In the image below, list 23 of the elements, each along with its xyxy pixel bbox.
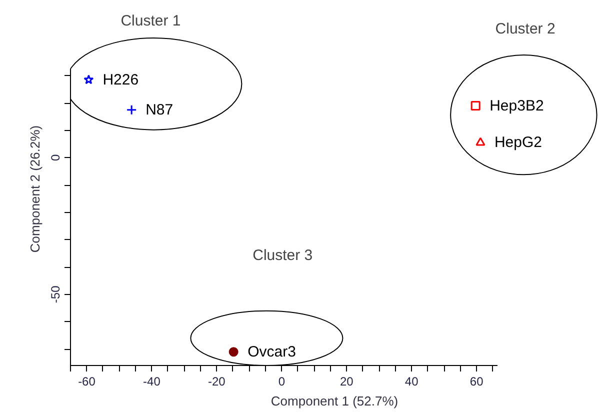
series-label: N87 xyxy=(146,101,174,118)
x-tick-label: 40 xyxy=(404,374,419,388)
text: Cluster 2 xyxy=(495,20,556,38)
point xyxy=(470,101,480,111)
text: Cluster 1 xyxy=(120,12,181,30)
point xyxy=(228,347,238,357)
series-label: H226 xyxy=(102,71,139,88)
series-label: Hep3B2 xyxy=(490,97,544,114)
series-label: HepG2 xyxy=(494,134,542,152)
x-tick-label: 20 xyxy=(340,374,354,388)
annotation: Cluster 3 xyxy=(252,247,313,264)
x-tick-label: -40 xyxy=(143,374,161,388)
x-axis-title: Component 1 (52.7%) xyxy=(270,394,398,408)
series-label: Ovcar3 xyxy=(248,343,296,360)
x-tick-label: 60 xyxy=(470,374,484,388)
y-tick-label: -50 xyxy=(48,285,62,304)
point xyxy=(126,104,137,116)
y-axis-title: Component 2 (26.2%) xyxy=(28,125,42,253)
x-tick-label: -20 xyxy=(208,374,226,388)
x-tick-label: 0 xyxy=(278,374,286,388)
x-tick-label: -60 xyxy=(78,374,96,388)
point xyxy=(84,74,94,84)
point xyxy=(476,137,486,146)
